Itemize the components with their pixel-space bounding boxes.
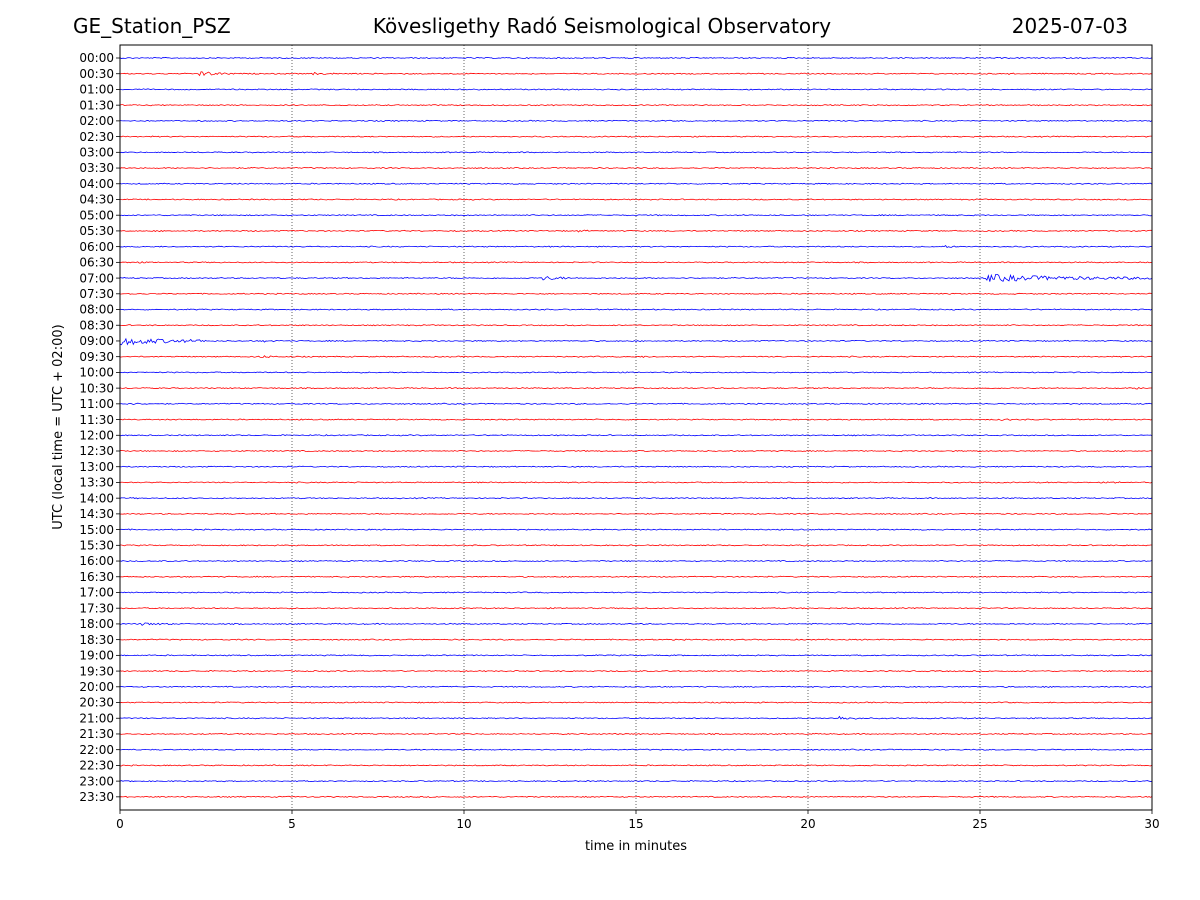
trace-2330 [119,795,1153,798]
x-tick-label: 0 [116,817,124,831]
chart-title: Kövesligethy Radó Seismological Observat… [372,14,832,38]
y-tick-label: 08:00 [79,303,114,317]
trace-2200 [119,748,1153,751]
y-tick-label: 05:00 [79,208,114,222]
y-tick-label: 01:30 [79,98,114,112]
trace-1300 [119,465,1153,468]
y-tick-label: 04:30 [79,193,114,207]
x-tick-label: 20 [800,817,815,831]
date-label: 2025-07-03 [1011,14,1128,38]
y-tick-label: 14:30 [79,507,114,521]
y-tick-label: 00:00 [79,51,114,65]
station-name: GE_Station_PSZ [73,14,231,38]
y-tick-label: 07:30 [79,287,114,301]
y-tick-label: 07:00 [79,271,114,285]
y-tick-label: 13:30 [79,476,114,490]
y-tick-label: 10:30 [79,381,114,395]
y-tick-label: 02:00 [79,114,114,128]
y-tick-label: 18:30 [79,633,114,647]
trace-0030 [119,71,1153,77]
trace-0700 [119,273,1153,282]
trace-1330 [119,481,1153,484]
y-tick-label: 15:30 [79,539,114,553]
y-tick-label: 18:00 [79,617,114,631]
y-tick-label: 11:30 [79,413,114,427]
y-tick-label: 10:00 [79,366,114,380]
y-tick-label: 22:00 [79,743,114,757]
y-axis-label: UTC (local time = UTC + 02:00) [51,324,66,529]
y-tick-label: 17:30 [79,601,114,615]
trace-0100 [119,88,1153,91]
trace-0500 [119,214,1153,217]
trace-2100 [119,715,1153,720]
trace-1500 [119,528,1153,531]
y-tick-label: 22:30 [79,759,114,773]
y-tick-label: 05:30 [79,224,114,238]
y-tick-label: 23:30 [79,790,114,804]
y-tick-label: 23:00 [79,774,114,788]
y-tick-label: 19:00 [79,649,114,663]
y-tick-label: 13:00 [79,460,114,474]
trace-1230 [119,449,1153,453]
grid-lines [291,45,981,810]
trace-1130 [119,418,1153,421]
y-tick-label: 06:30 [79,256,114,270]
y-tick-label: 21:00 [79,711,114,725]
y-tick-label: 01:00 [79,83,114,97]
y-tick-label: 06:00 [79,240,114,254]
y-tick-label: 16:30 [79,570,114,584]
x-tick-label: 25 [972,817,987,831]
y-tick-label: 14:00 [79,491,114,505]
trace-2130 [119,732,1153,736]
x-axis-label: time in minutes [585,839,687,854]
trace-0830 [119,324,1153,327]
trace-1700 [119,591,1153,594]
trace-1900 [119,654,1153,657]
y-tick-label: 15:00 [79,523,114,537]
y-tick-label: 11:00 [79,397,114,411]
trace-2000 [119,685,1153,688]
y-tick-label: 09:30 [79,350,114,364]
y-tick-label: 20:00 [79,680,114,694]
y-tick-label: 03:30 [79,161,114,175]
y-tick-label: 20:30 [79,696,114,710]
y-tick-label: 08:30 [79,318,114,332]
trace-0630 [119,261,1153,264]
y-tick-label: 02:30 [79,130,114,144]
y-tick-label: 04:00 [79,177,114,191]
trace-1730 [119,607,1153,610]
trace-1930 [119,669,1153,673]
trace-1100 [119,402,1153,406]
x-tick-label: 30 [1144,817,1159,831]
y-tick-label: 00:30 [79,67,114,81]
trace-0430 [119,198,1153,201]
x-ticks: 0 5 10 15 20 25 30 [116,810,1160,831]
y-tick-label: 12:00 [79,428,114,442]
trace-0900 [119,337,1153,346]
x-tick-label: 5 [288,817,296,831]
trace-1530 [119,544,1153,547]
x-tick-label: 15 [628,817,643,831]
y-tick-label: 21:30 [79,727,114,741]
x-tick-label: 10 [456,817,471,831]
y-tick-label: 03:00 [79,146,114,160]
y-tick-label: 19:30 [79,664,114,678]
y-tick-label: 17:00 [79,586,114,600]
trace-0230 [119,135,1153,138]
trace-0930 [119,355,1153,359]
y-tick-label: 09:00 [79,334,114,348]
y-tick-label: 16:00 [79,554,114,568]
trace-0300 [119,151,1153,154]
y-tick-label: 12:30 [79,444,114,458]
